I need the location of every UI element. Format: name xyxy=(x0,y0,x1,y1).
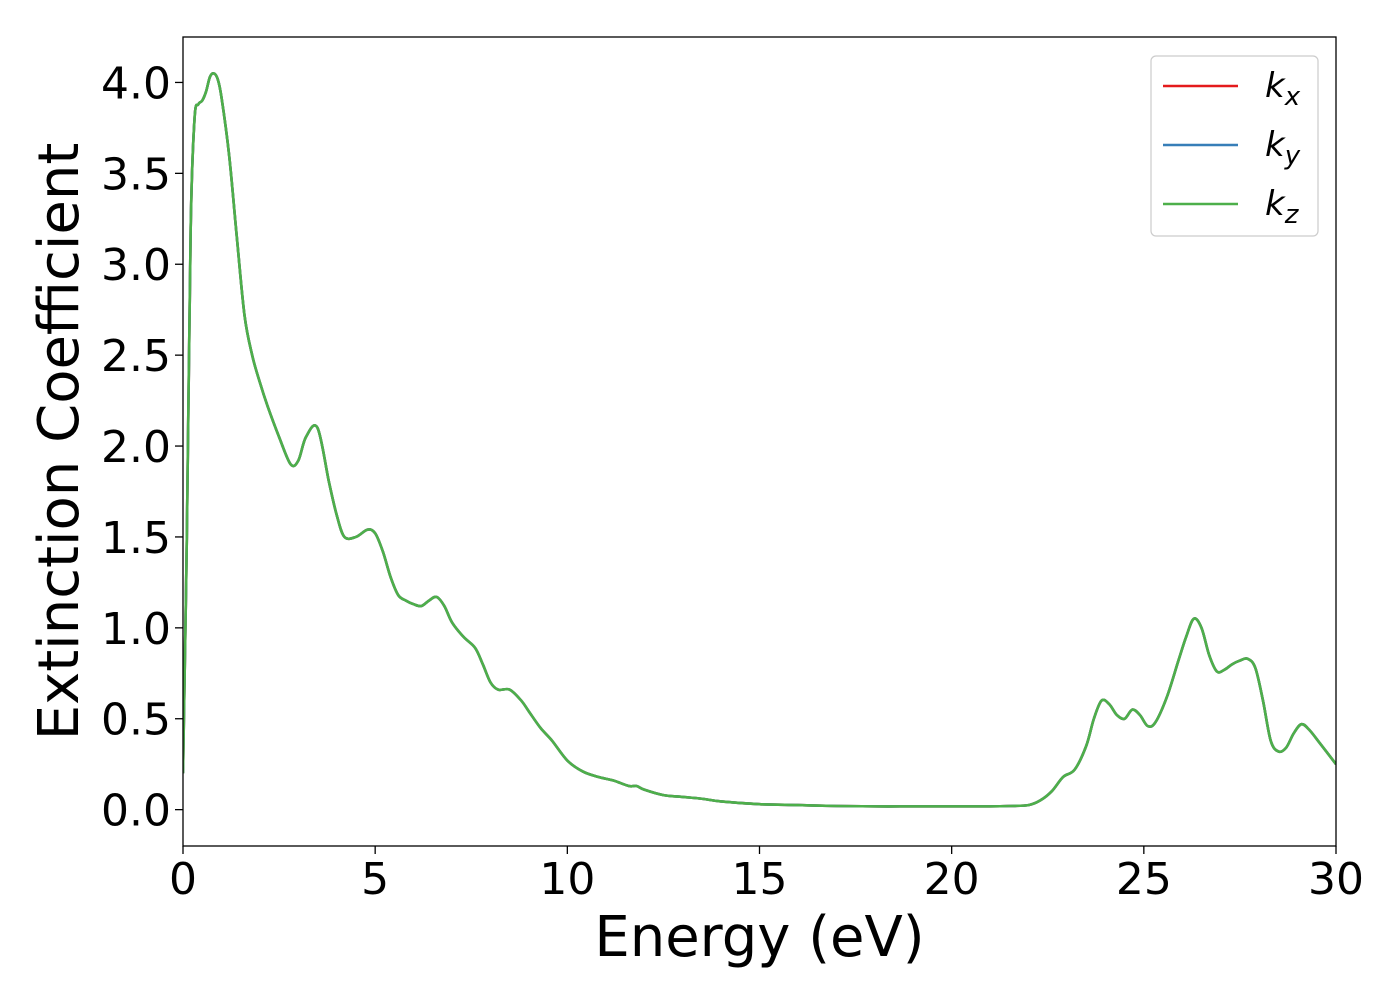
legend-label-kx: kx xyxy=(1265,66,1301,112)
y-tick-label: 0.0 xyxy=(101,786,171,837)
y-tick-label: 1.0 xyxy=(101,604,171,655)
x-tick-label: 5 xyxy=(361,854,389,905)
y-tick-label: 3.0 xyxy=(101,240,171,291)
series-line-kz xyxy=(183,72,1336,808)
y-axis-ticks: 0.0 0.5 1.0 1.5 2.0 2.5 3.0 3.5 4.0 xyxy=(101,58,183,837)
x-tick-label: 0 xyxy=(169,854,197,905)
x-tick-label: 10 xyxy=(539,854,595,905)
y-tick-label: 0.5 xyxy=(101,695,171,746)
legend: kx ky kz xyxy=(1150,55,1319,237)
legend-label-kz: kz xyxy=(1265,184,1300,230)
x-tick-label: 30 xyxy=(1308,854,1364,905)
y-tick-label: 2.5 xyxy=(101,331,171,382)
x-tick-label: 20 xyxy=(924,854,980,905)
y-tick-label: 4.0 xyxy=(101,58,171,109)
y-tick-label: 1.5 xyxy=(101,513,171,564)
x-tick-label: 15 xyxy=(732,854,788,905)
y-tick-label: 2.0 xyxy=(101,422,171,473)
x-tick-label: 25 xyxy=(1116,854,1172,905)
y-tick-label: 3.5 xyxy=(101,149,171,200)
y-axis-title: Extinction Coefficient xyxy=(27,143,92,741)
x-axis-title: Energy (eV) xyxy=(594,905,924,970)
series-layer xyxy=(183,72,1336,808)
legend-label-ky: ky xyxy=(1265,125,1301,171)
x-axis-ticks: 0 5 10 15 20 25 30 xyxy=(169,846,1364,905)
